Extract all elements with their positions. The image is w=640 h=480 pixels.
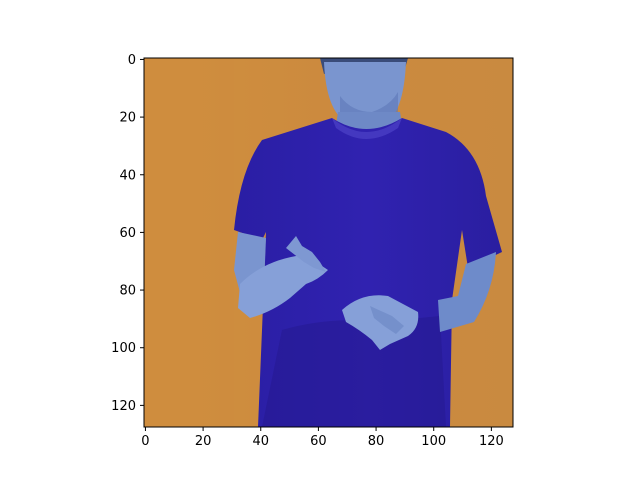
x-tick-label: 100: [421, 434, 446, 449]
shirt-shadow: [262, 316, 446, 427]
right-fingers: [370, 306, 404, 334]
x-tick-label: 0: [141, 434, 149, 449]
y-tick-label: 80: [119, 284, 136, 299]
x-tick-label: 80: [368, 434, 385, 449]
x-tick-label: 40: [252, 434, 269, 449]
photo-image: [144, 58, 513, 427]
y-tick-label: 120: [111, 399, 136, 414]
y-tick-label: 0: [128, 53, 136, 68]
x-tick-label: 60: [310, 434, 327, 449]
background-left-band: [144, 58, 234, 427]
left-fingers: [286, 236, 326, 272]
shirt-collar: [332, 118, 402, 139]
x-axis: 0 20 40 60 80 100 120: [141, 427, 504, 449]
left-hand: [238, 255, 328, 318]
right-arm: [438, 252, 496, 332]
x-tick-label: 120: [479, 434, 504, 449]
y-tick-label: 40: [119, 168, 136, 183]
x-tick-label: 20: [195, 434, 212, 449]
y-tick-label: 100: [111, 341, 136, 356]
y-tick-label: 60: [119, 226, 136, 241]
axes-frame: [143, 57, 514, 428]
y-axis: 0 20 40 60 80 100 120: [111, 53, 144, 414]
y-tick-label: 20: [119, 111, 136, 126]
